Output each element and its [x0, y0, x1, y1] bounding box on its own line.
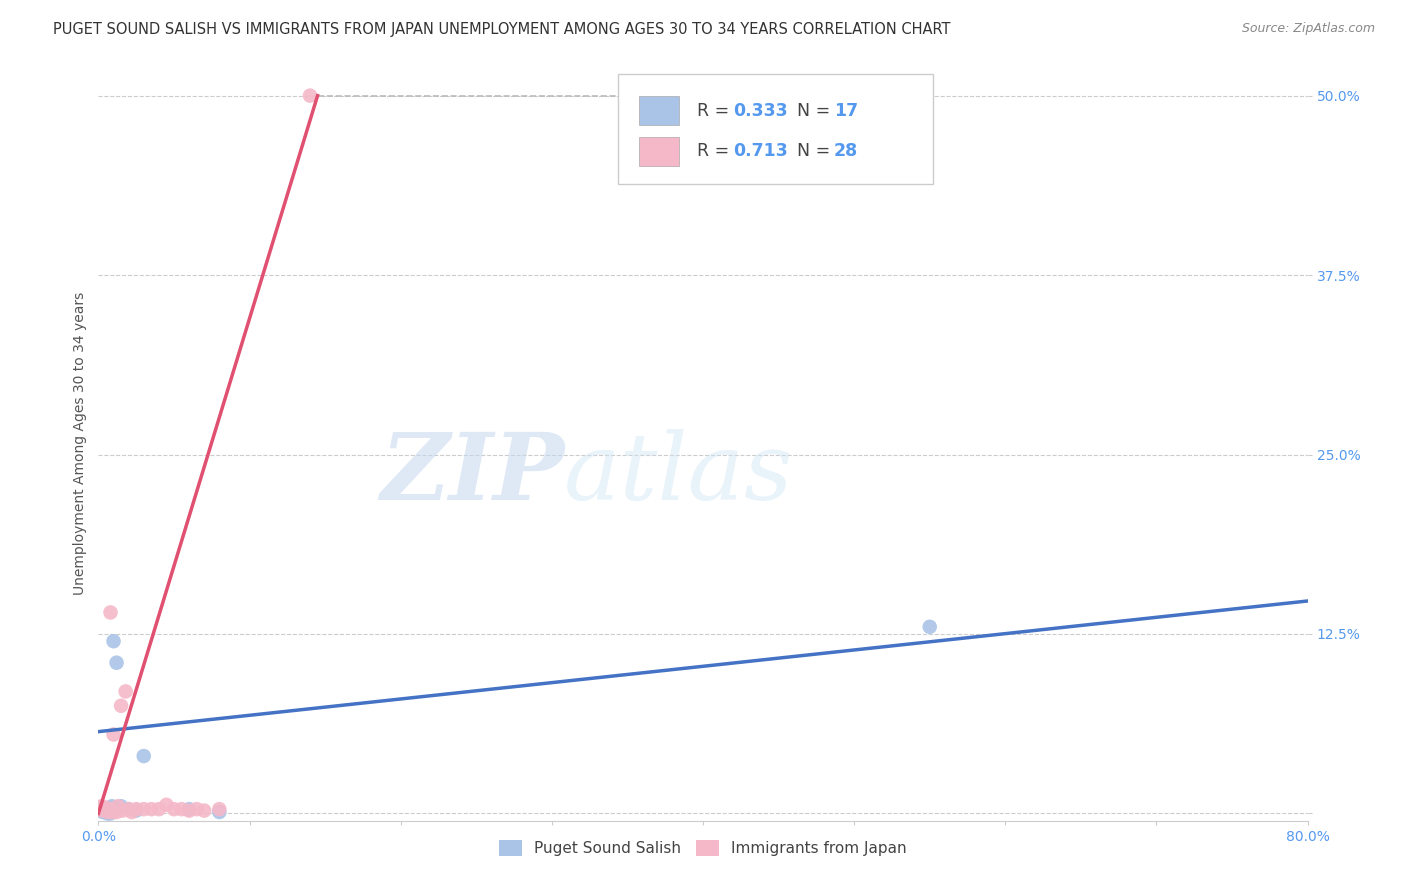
Point — [179, 804, 201, 818]
Point — [114, 684, 136, 698]
Text: 17: 17 — [834, 102, 858, 120]
Point — [125, 804, 148, 818]
Point — [96, 806, 118, 821]
FancyBboxPatch shape — [638, 137, 679, 166]
Point — [121, 805, 143, 819]
Text: ZIP: ZIP — [380, 429, 564, 519]
Text: 28: 28 — [834, 143, 858, 161]
Point — [110, 799, 132, 814]
Point — [118, 802, 141, 816]
Point — [87, 802, 110, 816]
Point — [155, 797, 177, 812]
Point — [148, 802, 170, 816]
Point — [100, 806, 122, 821]
Point — [208, 805, 231, 819]
Point — [105, 805, 128, 819]
FancyBboxPatch shape — [638, 96, 679, 125]
Point — [110, 698, 132, 713]
Point — [87, 802, 110, 816]
Point — [91, 805, 114, 819]
Point — [98, 805, 121, 819]
Point — [101, 805, 124, 819]
Point — [125, 802, 148, 816]
Point — [96, 805, 118, 819]
Point — [132, 749, 155, 764]
Point — [94, 802, 117, 816]
Text: N =: N = — [797, 143, 837, 161]
Point — [103, 727, 125, 741]
Point — [90, 804, 112, 818]
Point — [193, 804, 215, 818]
Legend: Puget Sound Salish, Immigrants from Japan: Puget Sound Salish, Immigrants from Japa… — [492, 834, 914, 862]
Point — [103, 634, 125, 648]
Point — [94, 801, 117, 815]
Text: R =: R = — [697, 102, 735, 120]
Point — [105, 656, 128, 670]
Point — [118, 802, 141, 816]
Point — [90, 799, 112, 814]
Text: R =: R = — [697, 143, 735, 161]
Text: Source: ZipAtlas.com: Source: ZipAtlas.com — [1241, 22, 1375, 36]
Point — [208, 802, 231, 816]
Point — [186, 802, 208, 816]
Point — [98, 802, 121, 816]
Point — [170, 802, 193, 816]
Y-axis label: Unemployment Among Ages 30 to 34 years: Unemployment Among Ages 30 to 34 years — [73, 293, 87, 595]
Point — [918, 620, 941, 634]
Point — [141, 802, 163, 816]
Point — [132, 802, 155, 816]
Point — [299, 88, 322, 103]
Text: 0.333: 0.333 — [734, 102, 787, 120]
FancyBboxPatch shape — [619, 74, 932, 184]
Point — [100, 606, 122, 620]
Point — [101, 799, 124, 814]
Point — [107, 799, 129, 814]
Point — [179, 802, 201, 816]
Text: N =: N = — [797, 102, 837, 120]
Point — [111, 804, 134, 818]
Text: PUGET SOUND SALISH VS IMMIGRANTS FROM JAPAN UNEMPLOYMENT AMONG AGES 30 TO 34 YEA: PUGET SOUND SALISH VS IMMIGRANTS FROM JA… — [53, 22, 950, 37]
Text: atlas: atlas — [564, 429, 793, 519]
Text: 0.713: 0.713 — [734, 143, 787, 161]
Point — [91, 804, 114, 818]
Point — [163, 802, 186, 816]
